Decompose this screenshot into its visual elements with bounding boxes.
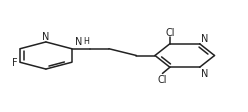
Text: H: H	[83, 36, 89, 45]
Text: Cl: Cl	[165, 27, 175, 37]
Text: N: N	[75, 37, 82, 46]
Text: N: N	[201, 68, 209, 78]
Text: F: F	[12, 58, 18, 68]
Text: Cl: Cl	[157, 74, 167, 84]
Text: N: N	[42, 32, 50, 42]
Text: N: N	[201, 34, 209, 44]
